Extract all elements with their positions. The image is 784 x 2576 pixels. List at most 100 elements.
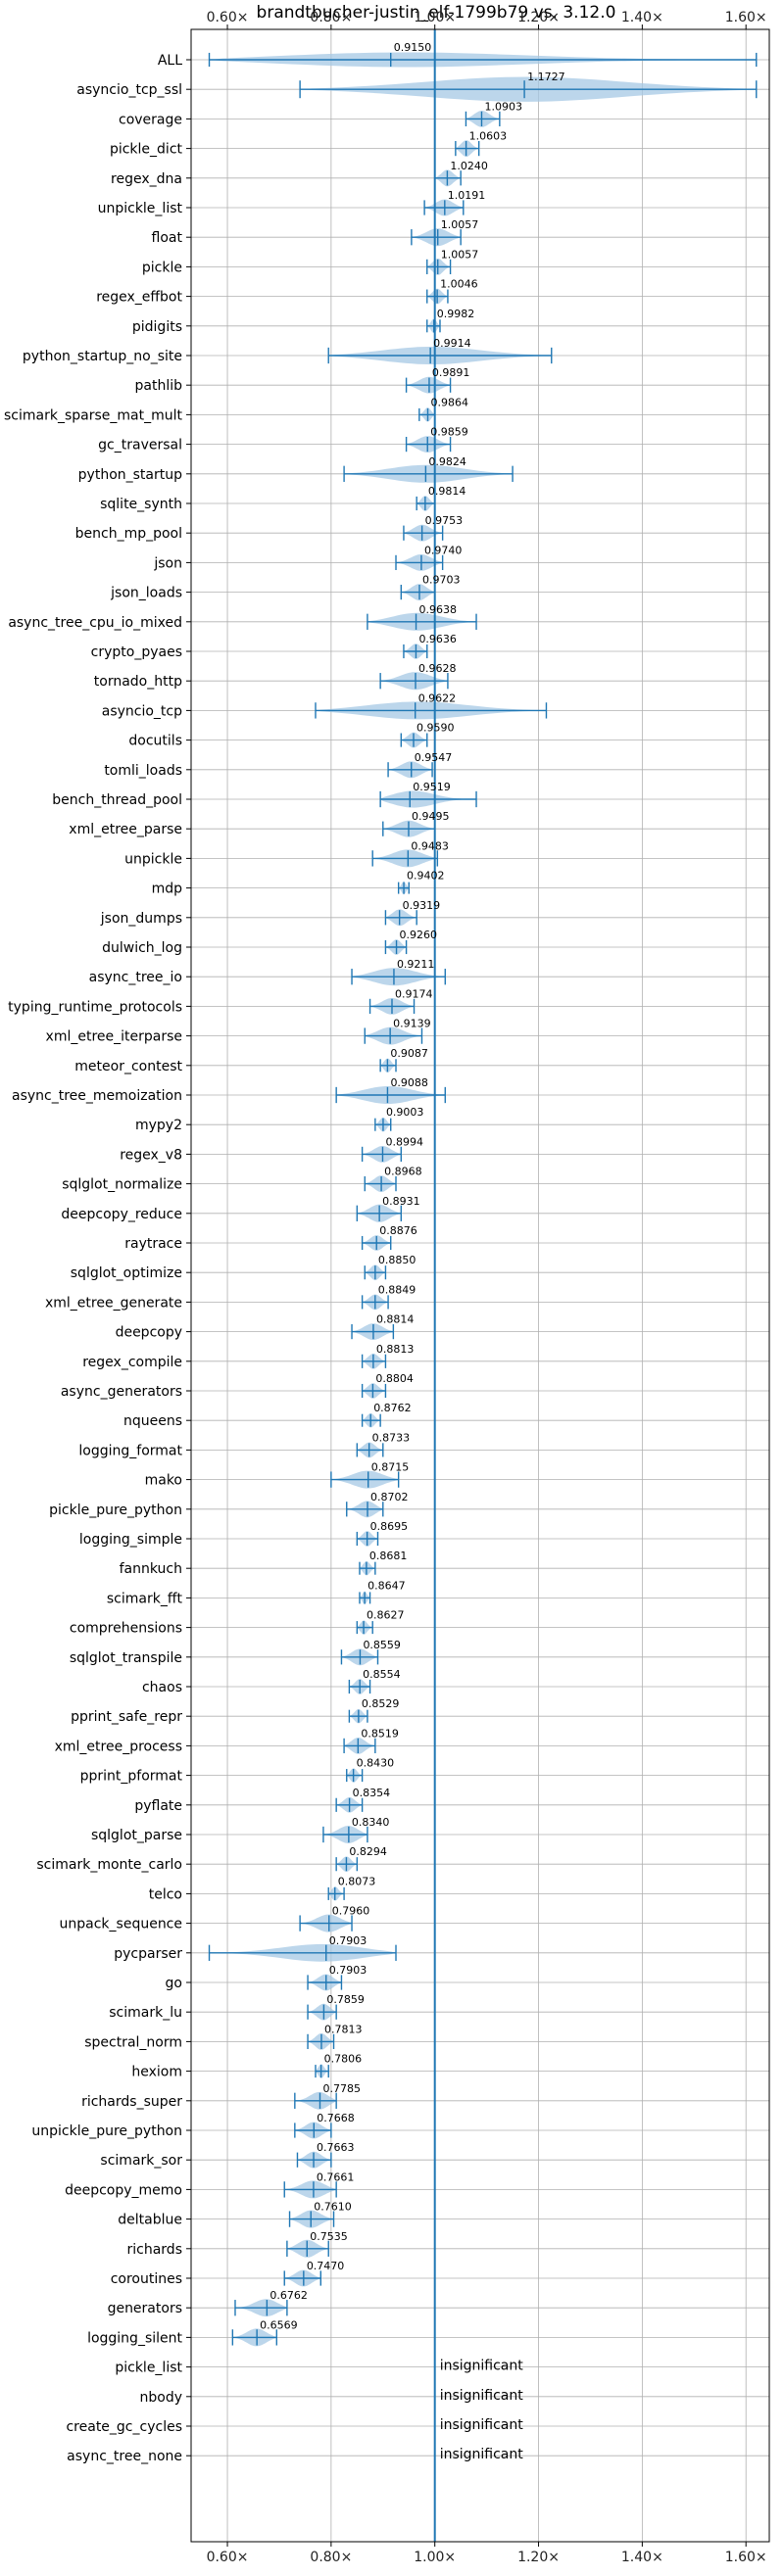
chart-title: brandtbucher-justin_elf-1799b79 vs. 3.12… bbox=[257, 3, 616, 23]
category-label: sqlite_synth bbox=[100, 497, 182, 512]
insignificant-label: insignificant bbox=[440, 2359, 524, 2374]
mean-value-label: 0.9590 bbox=[416, 722, 455, 735]
mean-value-label: 0.8519 bbox=[361, 1727, 399, 1740]
mean-value-label: 0.9402 bbox=[407, 870, 445, 883]
category-label: pycparser bbox=[114, 1946, 182, 1962]
mean-value-label: 1.0903 bbox=[484, 100, 522, 113]
category-label: pprint_safe_repr bbox=[71, 1709, 182, 1725]
mean-value-label: 0.9824 bbox=[428, 455, 466, 468]
category-label: json_dumps bbox=[100, 911, 182, 927]
category-label: pickle_dict bbox=[110, 142, 183, 158]
category-label: pprint_pformat bbox=[80, 1769, 183, 1785]
label-layer: ALL 0.9150 asyncio_tcp_ssl 1.1727 coverage 1.… bbox=[4, 41, 565, 2464]
category-label: unpack_sequence bbox=[60, 1917, 182, 1932]
category-label: typing_runtime_protocols bbox=[8, 999, 182, 1015]
mean-value-label: 0.9260 bbox=[400, 929, 438, 941]
x-tick-label-top: 1.60× bbox=[725, 10, 767, 25]
mean-value-label: 0.9483 bbox=[411, 839, 449, 852]
mean-value-label: 0.8715 bbox=[371, 1461, 410, 1474]
category-label: unpickle_list bbox=[98, 201, 183, 216]
mean-value-label: 0.9740 bbox=[424, 544, 463, 556]
category-label: gc_traversal bbox=[98, 438, 182, 453]
mean-value-label: 0.9914 bbox=[433, 337, 471, 350]
mean-value-label: 0.9622 bbox=[418, 692, 457, 704]
category-label: xml_etree_process bbox=[55, 1739, 182, 1754]
mean-value-label: 0.7859 bbox=[326, 1993, 365, 2006]
mean-value-label: 1.0057 bbox=[441, 248, 479, 261]
category-label: docutils bbox=[128, 734, 182, 749]
mean-value-label: 0.9519 bbox=[413, 781, 451, 793]
category-label: hexiom bbox=[131, 2065, 182, 2080]
mean-value-label: 0.8559 bbox=[363, 1639, 401, 1651]
x-tick-label-top: 0.80× bbox=[310, 10, 352, 25]
category-label: asyncio_tcp bbox=[102, 703, 182, 719]
category-label: bench_thread_pool bbox=[52, 792, 182, 808]
mean-value-label: 0.8695 bbox=[370, 1520, 409, 1533]
category-label: sqlglot_optimize bbox=[71, 1265, 182, 1281]
mean-value-label: 0.9174 bbox=[395, 987, 433, 1000]
grid-layer bbox=[191, 29, 769, 2542]
category-label: spectral_norm bbox=[84, 2034, 182, 2050]
category-label: raytrace bbox=[124, 1236, 182, 1252]
category-label: deepcopy_reduce bbox=[61, 1207, 182, 1222]
x-tick-label-bottom: 1.20× bbox=[517, 2550, 560, 2565]
category-label: mako bbox=[145, 1473, 182, 1489]
category-label: async_tree_memoization bbox=[12, 1088, 182, 1104]
category-label: xml_etree_parse bbox=[69, 822, 182, 837]
mean-value-label: 1.1727 bbox=[527, 71, 565, 83]
mean-value-label: 0.6762 bbox=[270, 2289, 308, 2302]
mean-value-label: 0.9982 bbox=[437, 308, 475, 320]
mean-value-label: 0.9814 bbox=[428, 485, 466, 498]
mean-value-label: 0.8762 bbox=[373, 1402, 412, 1414]
mean-value-label: 0.7661 bbox=[317, 2171, 355, 2183]
category-label: sqlglot_parse bbox=[91, 1828, 182, 1843]
category-label: fannkuch bbox=[120, 1561, 182, 1577]
mean-value-label: 0.9139 bbox=[393, 1018, 431, 1030]
x-tick-label-top: 1.40× bbox=[621, 10, 663, 25]
insignificant-label: insignificant bbox=[440, 2447, 524, 2462]
mean-value-label: 0.8627 bbox=[367, 1609, 405, 1622]
category-label: regex_effbot bbox=[96, 290, 182, 306]
category-label: deepcopy bbox=[116, 1325, 182, 1341]
mean-value-label: 0.9628 bbox=[418, 662, 457, 675]
category-label: regex_v8 bbox=[120, 1147, 182, 1163]
category-label: logging_format bbox=[78, 1443, 182, 1458]
mean-value-label: 1.0057 bbox=[441, 218, 479, 231]
category-label: regex_compile bbox=[82, 1355, 182, 1370]
category-label: nbody bbox=[140, 2390, 183, 2406]
mean-value-label: 0.7785 bbox=[322, 2082, 361, 2095]
axis-layer: 0.60× 0.60× 0.80× 0.80× 1.00× 1.00× 1.20× 1.20×… bbox=[186, 10, 770, 2565]
category-label: scimark_sparse_mat_mult bbox=[4, 407, 182, 423]
mean-value-label: 0.9636 bbox=[418, 633, 457, 645]
category-label: python_startup_no_site bbox=[23, 349, 182, 364]
mean-value-label: 1.0191 bbox=[448, 189, 486, 202]
x-tick-label-bottom: 0.60× bbox=[207, 2550, 249, 2565]
mean-value-label: 0.9703 bbox=[422, 574, 461, 587]
x-tick-label-top: 0.60× bbox=[207, 10, 249, 25]
mean-value-label: 0.8733 bbox=[372, 1431, 411, 1444]
category-label: mdp bbox=[152, 882, 183, 897]
mean-value-label: 0.6569 bbox=[260, 2318, 298, 2331]
mean-value-label: 0.9638 bbox=[419, 603, 458, 616]
mean-value-label: 0.8804 bbox=[375, 1372, 414, 1385]
category-label: coroutines bbox=[111, 2271, 182, 2287]
x-tick-label-top: 1.20× bbox=[517, 10, 560, 25]
mean-value-label: 0.8702 bbox=[370, 1491, 409, 1503]
category-label: async_tree_none bbox=[67, 2449, 182, 2464]
category-label: go bbox=[166, 1976, 182, 1991]
category-label: sqlglot_normalize bbox=[62, 1177, 182, 1193]
category-label: async_tree_cpu_io_mixed bbox=[8, 615, 182, 631]
category-label: xml_etree_iterparse bbox=[46, 1029, 182, 1045]
category-label: pathlib bbox=[135, 378, 183, 394]
mean-value-label: 0.7470 bbox=[307, 2260, 345, 2272]
mean-value-label: 0.7610 bbox=[314, 2201, 352, 2214]
category-label: pickle bbox=[142, 260, 182, 275]
category-label: scimark_fft bbox=[107, 1591, 183, 1606]
category-label: meteor_contest bbox=[74, 1059, 182, 1074]
x-tick-label-bottom: 1.60× bbox=[725, 2550, 767, 2565]
category-label: dulwich_log bbox=[102, 940, 182, 956]
mean-value-label: 0.7535 bbox=[310, 2230, 348, 2243]
category-label: async_generators bbox=[61, 1384, 182, 1400]
